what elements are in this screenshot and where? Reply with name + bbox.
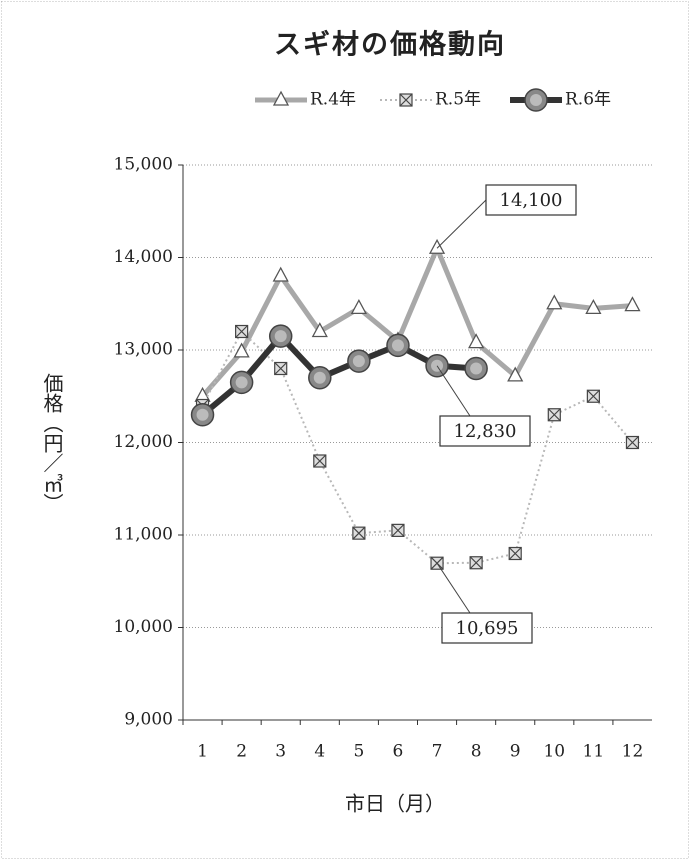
- annotation-text: 14,100: [500, 190, 563, 211]
- marker-cross: [508, 547, 522, 560]
- marker: [507, 366, 524, 382]
- marker-cross: [352, 526, 366, 540]
- marker: [625, 435, 640, 450]
- x-tick-label: 12: [622, 742, 644, 762]
- marker-inner: [470, 362, 483, 375]
- marker: [347, 349, 371, 373]
- marker-inner: [235, 376, 248, 389]
- y-tick-label: 15,000: [114, 155, 173, 175]
- marker: [352, 526, 366, 540]
- marker: [229, 370, 254, 395]
- x-tick-label: 3: [275, 742, 286, 762]
- marker-cross: [469, 556, 483, 570]
- marker-inner: [196, 408, 209, 421]
- x-tick-label: 4: [314, 742, 325, 762]
- marker: [585, 299, 602, 315]
- marker-cross: [399, 93, 413, 107]
- x-tick-label: 1: [197, 742, 208, 762]
- marker: [464, 356, 488, 381]
- marker-cross: [586, 389, 600, 403]
- marker: [524, 88, 548, 112]
- marker: [386, 333, 410, 358]
- y-tick-label: 14,000: [114, 247, 173, 267]
- marker-inner: [274, 330, 287, 343]
- marker: [235, 324, 249, 339]
- marker: [268, 324, 293, 348]
- annotation-text: 12,830: [454, 421, 517, 442]
- marker-inner: [313, 371, 326, 384]
- marker-inner: [391, 339, 404, 352]
- x-tick-label: 9: [510, 742, 521, 762]
- marker: [546, 294, 563, 310]
- marker-inner: [530, 94, 542, 106]
- annotation-box: [439, 415, 531, 447]
- annotation-text: 10,695: [456, 618, 519, 639]
- marker-cross: [391, 523, 405, 537]
- y-axis-label: 価格（円／㎥）: [40, 373, 64, 513]
- x-axis-label: 市日（月）: [345, 792, 445, 816]
- x-tick-label: 8: [471, 742, 482, 762]
- legend-label: R.6年: [565, 90, 611, 110]
- marker-cross: [274, 362, 288, 375]
- marker-inner: [352, 355, 365, 368]
- marker: [311, 322, 328, 338]
- marker: [428, 238, 446, 254]
- marker: [508, 546, 522, 561]
- marker: [624, 296, 641, 312]
- marker: [468, 333, 485, 349]
- y-tick-label: 12,000: [114, 432, 173, 452]
- annotation-leader: [436, 199, 487, 249]
- x-tick-label: 2: [236, 742, 247, 762]
- marker-cross: [626, 436, 639, 449]
- y-tick-label: 13,000: [114, 340, 173, 360]
- marker: [586, 389, 600, 403]
- marker-cross: [235, 325, 249, 338]
- x-tick-label: 6: [393, 742, 404, 762]
- marker: [399, 93, 413, 107]
- annotation-leader: [436, 365, 471, 417]
- marker: [190, 403, 215, 427]
- marker: [391, 523, 405, 537]
- y-tick-label: 9,000: [124, 710, 173, 730]
- marker: [547, 408, 561, 422]
- annotation-box: [485, 184, 577, 216]
- x-tick-label: 10: [543, 742, 565, 762]
- annotation-box: [441, 612, 533, 644]
- marker-cross: [547, 408, 561, 422]
- annotation-leader: [436, 562, 471, 614]
- marker: [233, 342, 250, 358]
- series-line: [201, 330, 634, 565]
- y-tick-label: 11,000: [114, 525, 173, 545]
- y-tick-label: 10,000: [114, 617, 173, 637]
- series-line: [200, 245, 633, 398]
- marker: [308, 366, 332, 390]
- x-tick-label: 11: [583, 742, 605, 762]
- marker: [274, 361, 288, 376]
- legend-label: R.5年: [435, 90, 481, 110]
- marker: [350, 299, 367, 315]
- chart-title: スギ材の価格動向: [274, 29, 506, 61]
- legend-label: R.4年: [310, 90, 356, 110]
- marker-cross: [313, 454, 327, 468]
- marker: [272, 266, 289, 282]
- x-tick-label: 5: [353, 742, 364, 762]
- marker: [469, 556, 483, 570]
- marker: [313, 454, 327, 468]
- x-tick-label: 7: [432, 742, 443, 762]
- marker: [272, 90, 290, 106]
